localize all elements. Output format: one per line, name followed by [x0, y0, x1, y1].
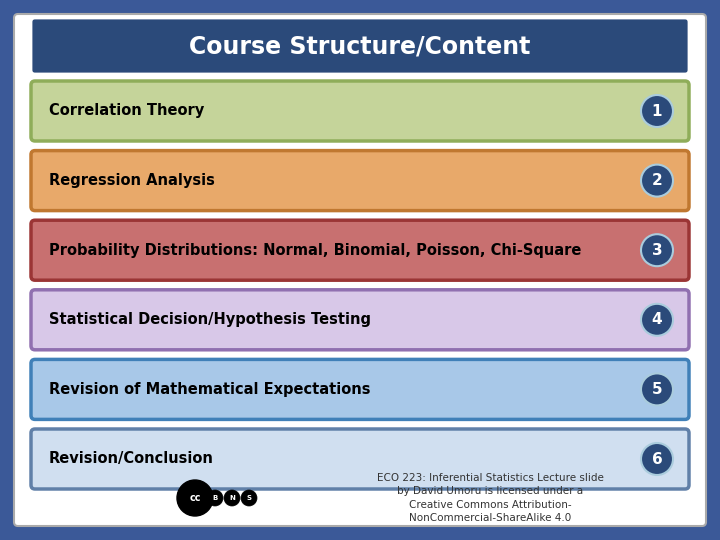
FancyBboxPatch shape [31, 360, 689, 420]
Text: Statistical Decision/Hypothesis Testing: Statistical Decision/Hypothesis Testing [49, 312, 371, 327]
FancyBboxPatch shape [31, 151, 689, 211]
Text: 4: 4 [652, 312, 662, 327]
Text: 1: 1 [652, 104, 662, 118]
Circle shape [207, 490, 223, 506]
Text: B: B [212, 495, 217, 501]
Circle shape [641, 304, 673, 336]
Circle shape [241, 490, 257, 506]
Text: cc: cc [189, 493, 201, 503]
Text: 2: 2 [652, 173, 662, 188]
Circle shape [641, 373, 673, 406]
Circle shape [641, 95, 673, 127]
Circle shape [224, 490, 240, 506]
Text: Revision of Mathematical Expectations: Revision of Mathematical Expectations [49, 382, 371, 397]
Text: Probability Distributions: Normal, Binomial, Poisson, Chi-Square: Probability Distributions: Normal, Binom… [49, 242, 581, 258]
Text: N: N [229, 495, 235, 501]
Text: Correlation Theory: Correlation Theory [49, 104, 204, 118]
Circle shape [641, 234, 673, 266]
FancyBboxPatch shape [31, 220, 689, 280]
Text: 3: 3 [652, 242, 662, 258]
Circle shape [641, 165, 673, 197]
FancyBboxPatch shape [31, 81, 689, 141]
Text: Revision/Conclusion: Revision/Conclusion [49, 451, 214, 467]
FancyBboxPatch shape [31, 290, 689, 350]
Text: 6: 6 [652, 451, 662, 467]
Text: S: S [246, 495, 251, 501]
Text: Course Structure/Content: Course Structure/Content [189, 34, 531, 58]
Text: 5: 5 [652, 382, 662, 397]
FancyBboxPatch shape [31, 18, 689, 74]
Text: ECO 223: Inferential Statistics Lecture slide
by David Umoru is licensed under a: ECO 223: Inferential Statistics Lecture … [377, 473, 603, 523]
FancyBboxPatch shape [14, 14, 706, 526]
FancyBboxPatch shape [31, 429, 689, 489]
Circle shape [641, 443, 673, 475]
Text: Regression Analysis: Regression Analysis [49, 173, 215, 188]
Circle shape [177, 480, 213, 516]
